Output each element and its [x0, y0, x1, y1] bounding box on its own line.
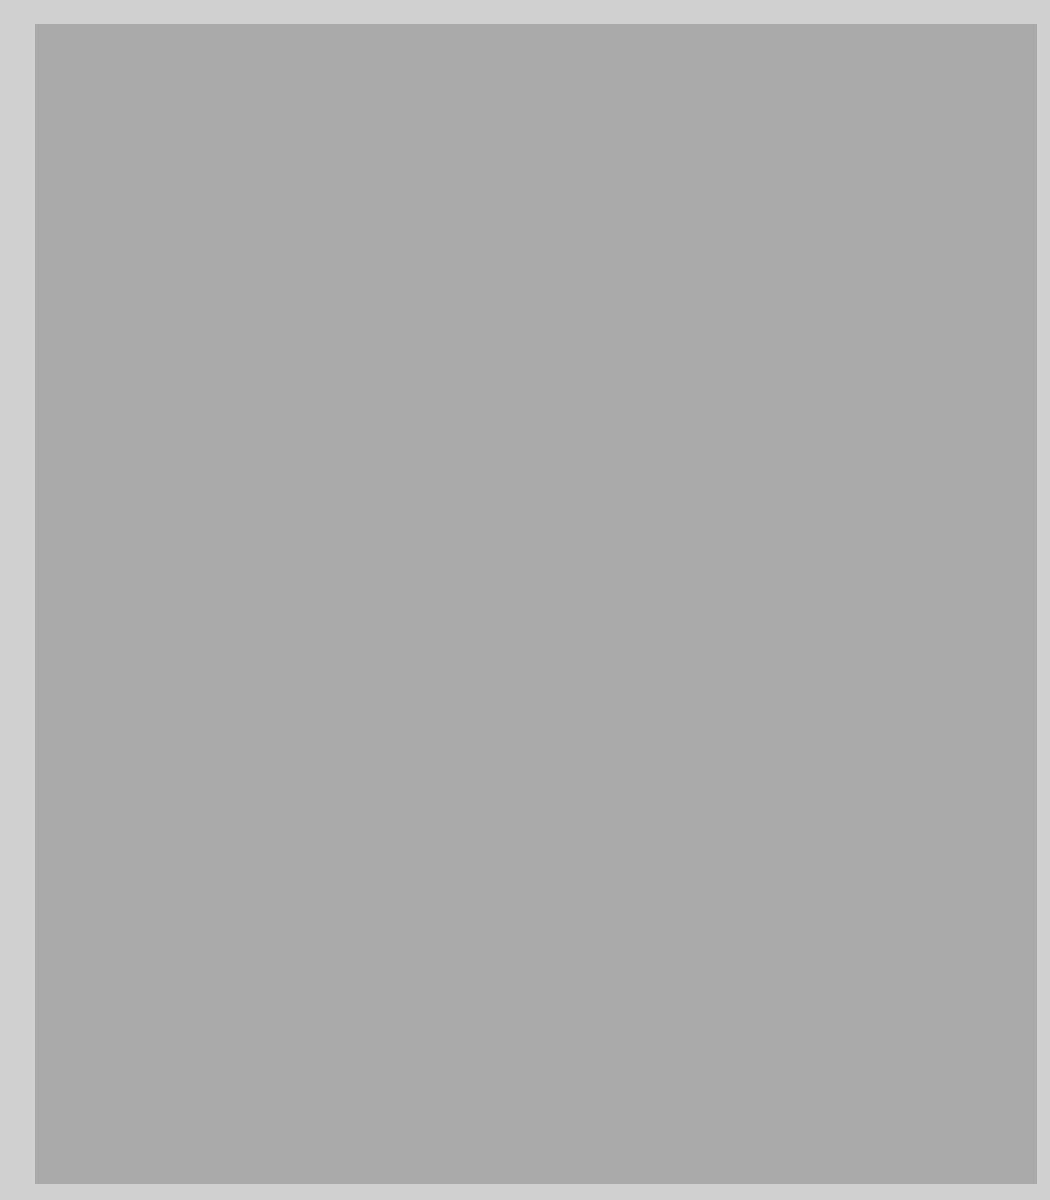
- Text: 15,182: 15,182: [699, 658, 773, 677]
- Text: JOHN AVALOS: JOHN AVALOS: [78, 888, 235, 908]
- Text: LYN WERBACH: LYN WERBACH: [78, 946, 245, 966]
- Text: 5.38%: 5.38%: [918, 370, 984, 389]
- Text: ASSEMBLY DISTRICT 17 (14 SEATS): ASSEMBLY DISTRICT 17 (14 SEATS): [67, 104, 693, 134]
- Bar: [58, 581, 999, 638]
- Bar: [58, 1100, 999, 1158]
- Bar: [58, 289, 999, 1158]
- Text: JOE SANGIRARDI: JOE SANGIRARDI: [78, 773, 270, 793]
- Text: 17,052: 17,052: [699, 427, 773, 446]
- Text: CEDRIC G. AKBAR: CEDRIC G. AKBAR: [78, 1061, 282, 1081]
- Bar: [58, 984, 999, 1042]
- Bar: [58, 811, 999, 869]
- Bar: [58, 926, 999, 984]
- Text: 15,631: 15,631: [699, 600, 773, 619]
- Text: 13,946: 13,946: [699, 830, 773, 851]
- Text: 4.62%: 4.62%: [918, 427, 984, 446]
- Text: Percentage: Percentage: [826, 310, 961, 330]
- Text: 4.09%: 4.09%: [918, 715, 984, 736]
- Text: JANE KIM: JANE KIM: [78, 1003, 185, 1024]
- Text: TREVOR CHANDLER: TREVOR CHANDLER: [78, 542, 306, 562]
- Text: 3.78%: 3.78%: [918, 830, 984, 851]
- Text: LAURANCE LEM LEE: LAURANCE LEM LEE: [78, 1118, 307, 1139]
- Text: 3.76%: 3.76%: [918, 888, 984, 908]
- Text: 3.56%: 3.56%: [918, 1118, 984, 1139]
- Text: BILAL MAHMOOD: BILAL MAHMOOD: [78, 600, 278, 619]
- Bar: [58, 638, 999, 696]
- Text: DEMOCRATIC PARTY COUNTY CENTRAL COMMITTEE,: DEMOCRATIC PARTY COUNTY CENTRAL COMMITTE…: [67, 46, 999, 77]
- Text: 13,131: 13,131: [699, 1118, 773, 1139]
- Bar: [58, 466, 999, 523]
- Text: 4.24%: 4.24%: [918, 600, 984, 619]
- Text: MICHAEL LAI: MICHAEL LAI: [78, 715, 226, 736]
- Text: 13,365: 13,365: [699, 1003, 773, 1024]
- Bar: [58, 1042, 999, 1100]
- Text: 13,873: 13,873: [699, 888, 773, 908]
- Text: CARRIE BARNES: CARRIE BARNES: [78, 830, 265, 851]
- Text: 13,185: 13,185: [699, 1061, 773, 1081]
- Text: 3.57%: 3.57%: [918, 1061, 984, 1081]
- Text: 16,010: 16,010: [699, 485, 773, 504]
- Text: 19,860: 19,860: [699, 370, 773, 389]
- Text: 3.62%: 3.62%: [918, 1003, 984, 1024]
- Text: 15,081: 15,081: [699, 715, 773, 736]
- Bar: [58, 869, 999, 926]
- Text: 3.66%: 3.66%: [918, 946, 984, 966]
- Bar: [58, 289, 999, 350]
- Text: 4.33%: 4.33%: [918, 542, 984, 562]
- Text: EMMA HEIKEN: EMMA HEIKEN: [78, 658, 244, 677]
- Bar: [58, 523, 999, 581]
- Text: 15,957: 15,957: [699, 542, 773, 562]
- Text: 14,321: 14,321: [699, 773, 773, 793]
- Text: 13,492: 13,492: [699, 946, 773, 966]
- Bar: [58, 408, 999, 466]
- Text: 4.34%: 4.34%: [918, 485, 984, 504]
- Text: MATT DORSEY: MATT DORSEY: [78, 370, 244, 389]
- Text: 4.12%: 4.12%: [918, 658, 984, 677]
- Text: Ballots Counted: Ballots Counted: [542, 310, 729, 330]
- Text: LILY HO: LILY HO: [78, 485, 166, 504]
- Bar: [58, 696, 999, 754]
- Text: 3.88%: 3.88%: [918, 773, 984, 793]
- Bar: [58, 754, 999, 811]
- Text: NANCY TUNG: NANCY TUNG: [78, 427, 231, 446]
- Bar: [58, 350, 999, 408]
